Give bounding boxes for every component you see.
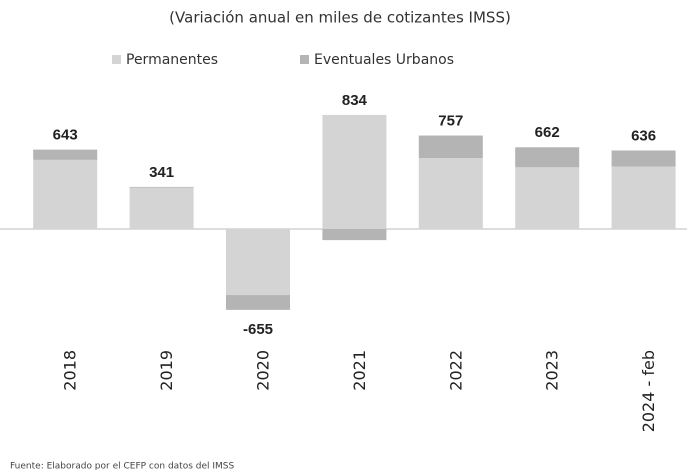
x-tick-label: 2021 <box>350 350 369 391</box>
total-label: 341 <box>149 164 174 181</box>
bar-segment <box>418 158 483 229</box>
bar-segment <box>33 159 98 229</box>
bar-segment <box>611 150 676 167</box>
bar-segment <box>515 167 580 229</box>
bar-segment <box>226 295 290 310</box>
total-label: 643 <box>53 127 78 144</box>
source: Fuente: Elaborado por el CEFP con datos … <box>10 462 234 470</box>
legend-label: Eventuales Urbanos <box>314 52 454 68</box>
bar-segment <box>226 229 290 296</box>
legend-label: Permanentes <box>126 52 218 68</box>
x-tick-label: 2022 <box>446 350 465 391</box>
legend-swatch <box>112 55 121 64</box>
x-tick-label: 2023 <box>543 350 562 391</box>
bar-segment <box>322 114 387 229</box>
bar-segment <box>129 186 194 188</box>
bar-segment <box>322 229 387 241</box>
x-tick-label: 2020 <box>254 350 273 391</box>
total-label: 757 <box>438 113 463 130</box>
bar-segment <box>515 147 580 168</box>
total-label: 636 <box>631 127 656 144</box>
total-label: -655 <box>243 321 273 338</box>
x-tick-label: 2019 <box>157 350 176 391</box>
x-tick-label: 2018 <box>61 350 80 391</box>
x-tick-label: 2024 - feb <box>639 350 658 432</box>
chart-title: (Variación anual en miles de cotizantes … <box>169 9 511 27</box>
legend-swatch <box>300 55 309 64</box>
bar-segment <box>418 135 483 159</box>
total-label: 662 <box>535 124 560 141</box>
bar-segment <box>33 149 98 160</box>
bar-segment <box>129 187 194 229</box>
bar-segment <box>611 166 676 229</box>
total-label: 834 <box>342 92 368 109</box>
